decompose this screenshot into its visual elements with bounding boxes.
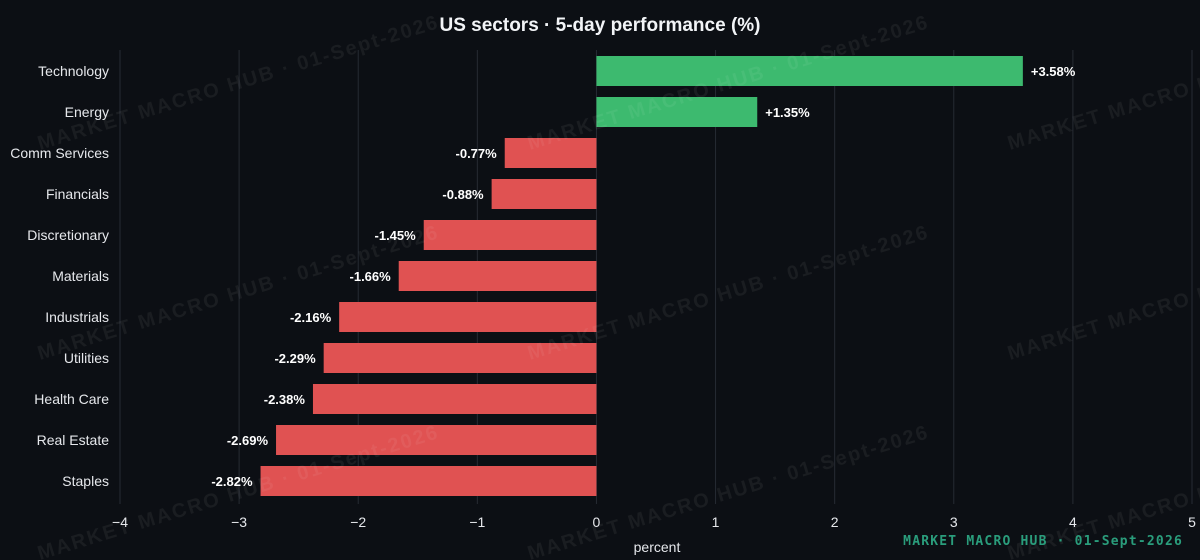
bar: [423, 220, 597, 250]
x-tick-label: 4: [1069, 514, 1077, 530]
bar: [491, 179, 597, 209]
category-label: Technology: [38, 63, 109, 79]
chart-title: US sectors · 5-day performance (%): [440, 15, 761, 36]
bar: [339, 302, 597, 332]
bar: [596, 56, 1023, 86]
category-label: Discretionary: [27, 227, 109, 243]
data-label: +3.58%: [1031, 64, 1076, 79]
bar: [276, 425, 597, 455]
category-label: Real Estate: [37, 432, 110, 448]
grid-lines: [119, 50, 1193, 504]
bar: [260, 466, 597, 496]
x-axis-label: percent: [634, 539, 681, 555]
data-label: +1.35%: [765, 105, 810, 120]
x-tick-label: −2: [350, 514, 366, 530]
bar-labels: +3.58% +1.35% -0.77% -0.88% -1.45% -1.66% -2.1…: [211, 64, 1075, 489]
x-tick-label: −4: [112, 514, 128, 530]
category-labels: Technology Energy Comm Services Financials D…: [10, 63, 109, 489]
data-label: -1.66%: [350, 269, 392, 284]
category-label: Comm Services: [10, 145, 109, 161]
bar: [504, 138, 597, 168]
x-tick-label: 3: [950, 514, 958, 530]
x-tick-label: 2: [831, 514, 839, 530]
category-label: Industrials: [45, 309, 109, 325]
category-label: Financials: [46, 186, 109, 202]
data-label: -2.82%: [211, 474, 253, 489]
category-label: Materials: [52, 268, 109, 284]
data-label: -2.29%: [274, 351, 316, 366]
x-tick-labels: −4 −3 −2 −1 0 1 2 3 4 5: [112, 514, 1196, 530]
data-label: -0.77%: [456, 146, 498, 161]
bar: [312, 384, 597, 414]
x-tick-label: −3: [231, 514, 247, 530]
category-label: Utilities: [64, 350, 109, 366]
category-label: Energy: [65, 104, 109, 120]
data-label: -0.88%: [442, 187, 484, 202]
data-label: -2.16%: [290, 310, 332, 325]
x-tick-label: −1: [469, 514, 485, 530]
bars: [260, 56, 1023, 496]
bar: [323, 343, 597, 373]
x-tick-label: 1: [712, 514, 720, 530]
category-label: Health Care: [34, 391, 109, 407]
data-label: -1.45%: [375, 228, 417, 243]
category-label: Staples: [62, 473, 109, 489]
bar: [398, 261, 597, 291]
x-tick-label: 0: [593, 514, 601, 530]
x-tick-label: 5: [1188, 514, 1196, 530]
bar: [596, 97, 758, 127]
data-label: -2.38%: [264, 392, 306, 407]
footer-brand: MARKET MACRO HUB · 01-Sept-2026: [903, 534, 1183, 549]
data-label: -2.69%: [227, 433, 269, 448]
